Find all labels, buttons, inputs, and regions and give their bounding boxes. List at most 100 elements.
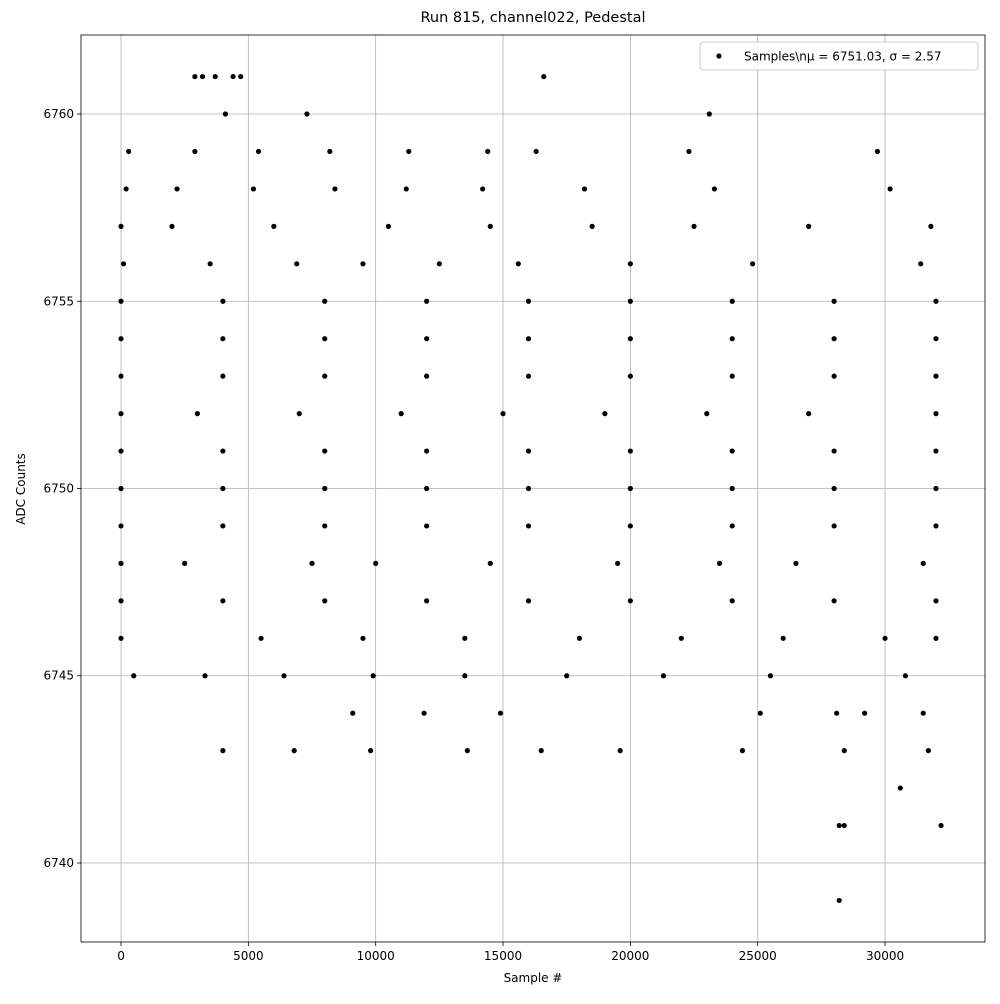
point <box>564 673 570 679</box>
point <box>729 448 735 454</box>
point <box>691 223 697 229</box>
point <box>836 897 842 904</box>
point <box>497 710 504 716</box>
point <box>581 186 588 192</box>
point <box>424 598 430 604</box>
point <box>525 485 532 492</box>
point <box>767 673 774 679</box>
point <box>541 73 547 80</box>
point <box>436 261 442 267</box>
x-tick-label: 5000 <box>233 949 264 963</box>
point <box>485 148 491 155</box>
point <box>126 148 132 155</box>
point <box>322 298 328 304</box>
point <box>322 598 328 604</box>
point <box>296 411 302 417</box>
point <box>220 448 226 454</box>
point <box>220 598 226 604</box>
point <box>897 785 903 791</box>
point <box>831 523 837 529</box>
point <box>500 411 506 417</box>
point <box>627 261 633 267</box>
point <box>793 560 799 566</box>
point <box>202 673 208 679</box>
point <box>118 336 124 342</box>
point <box>806 411 812 417</box>
point <box>370 673 376 679</box>
point <box>182 560 188 566</box>
point <box>322 523 328 529</box>
point <box>627 485 633 492</box>
point <box>220 298 226 304</box>
point <box>462 673 468 679</box>
point <box>398 411 404 417</box>
point <box>360 261 366 267</box>
point <box>220 336 226 342</box>
point <box>525 298 532 304</box>
point <box>309 560 315 566</box>
point <box>192 148 198 155</box>
point <box>925 748 931 754</box>
point <box>780 635 786 641</box>
point <box>933 485 939 492</box>
point <box>831 298 837 304</box>
point <box>487 560 493 566</box>
point <box>933 635 939 641</box>
point <box>194 411 201 417</box>
point <box>291 748 297 754</box>
point <box>332 186 338 192</box>
point <box>238 73 244 80</box>
point <box>920 560 926 566</box>
point <box>222 111 229 117</box>
point <box>131 673 137 679</box>
series <box>118 73 944 904</box>
point <box>322 485 328 492</box>
point <box>831 373 837 379</box>
point <box>627 523 633 529</box>
point <box>525 598 532 604</box>
point <box>350 710 356 716</box>
point <box>602 411 608 417</box>
point <box>212 73 218 80</box>
point <box>322 448 328 454</box>
point <box>729 373 735 379</box>
point <box>327 148 333 155</box>
point <box>199 73 206 80</box>
point <box>367 748 374 754</box>
point <box>806 223 812 229</box>
y-tick-label: 6740 <box>43 856 74 870</box>
point <box>729 298 735 304</box>
point <box>627 598 633 604</box>
y-axis-label: ADC Counts <box>14 453 28 525</box>
point <box>220 373 226 379</box>
point <box>933 523 939 529</box>
point <box>250 186 257 192</box>
point <box>841 822 847 829</box>
point <box>118 485 124 492</box>
point <box>716 560 723 566</box>
point <box>882 635 888 641</box>
point <box>887 186 893 192</box>
point <box>403 186 409 192</box>
legend-marker <box>716 53 722 59</box>
point <box>360 635 366 641</box>
point <box>220 485 226 492</box>
point <box>192 73 198 80</box>
point <box>933 598 939 604</box>
plot-frame <box>80 34 986 943</box>
point <box>729 523 735 529</box>
point <box>220 523 226 529</box>
point <box>118 560 124 566</box>
point <box>424 298 430 304</box>
point <box>118 523 124 529</box>
point <box>729 336 735 342</box>
point <box>515 261 521 267</box>
point <box>525 523 532 529</box>
point <box>118 635 124 641</box>
point <box>831 336 837 342</box>
y-tick-label: 6750 <box>43 482 74 496</box>
point <box>933 448 939 454</box>
point <box>525 373 532 379</box>
point <box>118 448 124 454</box>
point <box>424 373 430 379</box>
